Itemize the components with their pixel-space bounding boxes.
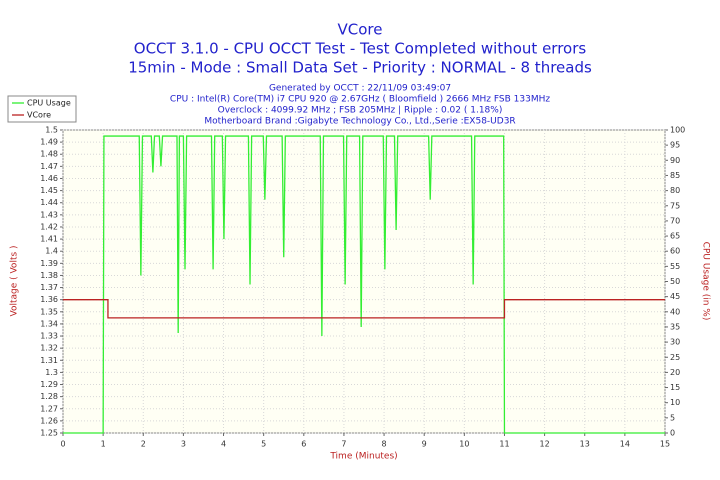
y2-tick-label: 55 xyxy=(670,262,680,271)
y2-tick-label: 100 xyxy=(670,126,685,135)
y2-tick-label: 60 xyxy=(670,247,680,256)
y-tick-label: 1.31 xyxy=(40,356,58,365)
y2-tick-label: 15 xyxy=(670,383,680,392)
subtitle: 15min - Mode : Small Data Set - Priority… xyxy=(128,59,592,77)
y2-tick-label: 0 xyxy=(670,429,675,438)
x-tick-label: 11 xyxy=(499,440,509,449)
y-tick-label: 1.48 xyxy=(40,150,58,159)
y-tick-label: 1.44 xyxy=(40,198,58,207)
y2-tick-label: 40 xyxy=(670,307,680,316)
x-tick-label: 6 xyxy=(301,440,306,449)
y2-tick-label: 50 xyxy=(670,277,680,286)
legend-label: CPU Usage xyxy=(27,99,71,108)
x-tick-label: 2 xyxy=(141,440,146,449)
y2-tick-label: 75 xyxy=(670,201,680,210)
x-tick-label: 15 xyxy=(660,440,670,449)
series-line xyxy=(63,135,665,434)
x-tick-label: 13 xyxy=(580,440,590,449)
info: CPU : Intel(R) Core(TM) i7 CPU 920 @ 2.6… xyxy=(170,95,550,105)
legend-label: VCore xyxy=(27,111,51,120)
x-tick-label: 3 xyxy=(181,440,186,449)
y-tick-label: 1.39 xyxy=(40,259,58,268)
info: Overclock : 4099.92 MHz ; FSB 205MHz | R… xyxy=(218,106,503,116)
y-tick-label: 1.42 xyxy=(40,222,58,231)
y-tick-label: 1.26 xyxy=(40,416,58,425)
y-tick-label: 1.36 xyxy=(40,295,58,304)
y2-tick-label: 65 xyxy=(670,232,680,241)
series-line xyxy=(63,299,665,319)
y2-tick-label: 35 xyxy=(670,322,680,331)
y-tick-label: 1.43 xyxy=(40,210,58,219)
y2-tick-label: 95 xyxy=(670,141,680,150)
y2-tick-label: 70 xyxy=(670,216,680,225)
y-tick-label: 1.41 xyxy=(40,235,58,244)
info: Generated by OCCT : 22/11/09 03:49:07 xyxy=(269,84,451,94)
y2-tick-label: 20 xyxy=(670,368,680,377)
y-tick-label: 1.27 xyxy=(40,404,58,413)
y-tick-label: 1.33 xyxy=(40,332,58,341)
y-tick-label: 1.28 xyxy=(40,392,58,401)
x-tick-label: 5 xyxy=(261,440,266,449)
y-tick-label: 1.35 xyxy=(40,307,58,316)
y-tick-label: 1.34 xyxy=(40,319,58,328)
y-tick-label: 1.38 xyxy=(40,271,58,280)
y-axis-label: Voltage ( Volts ) xyxy=(10,245,20,316)
y-tick-label: 1.32 xyxy=(40,344,58,353)
x-tick-label: 14 xyxy=(620,440,630,449)
x-axis-label: Time (Minutes) xyxy=(329,452,397,462)
chart-title: VCore xyxy=(338,21,383,39)
y2-tick-label: 5 xyxy=(670,413,675,422)
y-tick-label: 1.37 xyxy=(40,283,58,292)
plot-area xyxy=(62,129,666,434)
y-tick-label: 1.46 xyxy=(40,174,58,183)
y-tick-label: 1.49 xyxy=(40,138,58,147)
y-tick-label: 1.29 xyxy=(40,380,58,389)
y2-tick-label: 90 xyxy=(670,156,680,165)
y-tick-label: 1.5 xyxy=(45,126,58,135)
y2-tick-label: 80 xyxy=(670,186,680,195)
legend-box xyxy=(7,95,77,123)
x-tick-label: 4 xyxy=(221,440,226,449)
y-tick-label: 1.3 xyxy=(45,368,58,377)
y2-tick-label: 10 xyxy=(670,398,680,407)
y-tick-label: 1.45 xyxy=(40,186,58,195)
y-tick-label: 1.4 xyxy=(45,247,58,256)
x-tick-label: 1 xyxy=(101,440,106,449)
x-tick-label: 9 xyxy=(422,440,427,449)
y2-tick-label: 30 xyxy=(670,338,680,347)
y-tick-label: 1.47 xyxy=(40,162,58,171)
x-tick-label: 10 xyxy=(459,440,469,449)
y2-tick-label: 25 xyxy=(670,353,680,362)
y2-axis-label: CPU Usage (in %) xyxy=(701,242,711,321)
subtitle: OCCT 3.1.0 - CPU OCCT Test - Test Comple… xyxy=(134,40,587,58)
x-tick-label: 12 xyxy=(540,440,550,449)
y2-tick-label: 85 xyxy=(670,171,680,180)
x-tick-label: 7 xyxy=(341,440,346,449)
x-tick-label: 0 xyxy=(60,440,65,449)
x-tick-label: 8 xyxy=(382,440,387,449)
y2-tick-label: 45 xyxy=(670,292,680,301)
y-tick-label: 1.25 xyxy=(40,429,58,438)
info: Motherboard Brand :Gigabyte Technology C… xyxy=(204,117,515,127)
